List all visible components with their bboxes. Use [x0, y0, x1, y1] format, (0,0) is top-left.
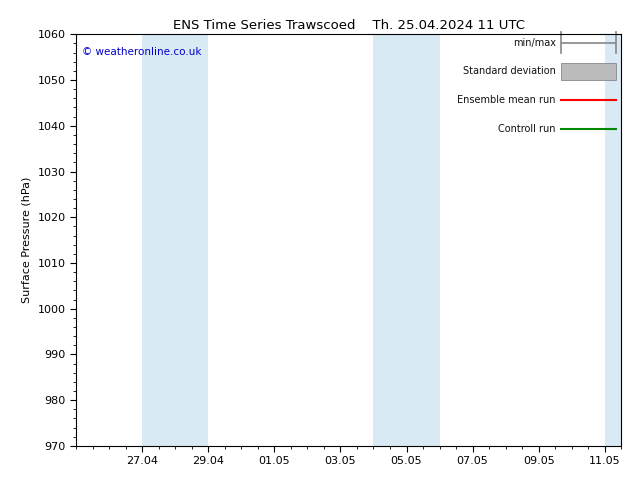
Text: min/max: min/max: [513, 38, 556, 48]
Title: ENS Time Series Trawscoed    Th. 25.04.2024 11 UTC: ENS Time Series Trawscoed Th. 25.04.2024…: [172, 19, 525, 32]
Bar: [605, 34, 621, 446]
Bar: [561, 63, 616, 79]
Text: Controll run: Controll run: [498, 124, 556, 134]
Text: © weatheronline.co.uk: © weatheronline.co.uk: [82, 47, 201, 57]
Y-axis label: Surface Pressure (hPa): Surface Pressure (hPa): [22, 177, 32, 303]
Text: Standard deviation: Standard deviation: [463, 66, 556, 76]
Bar: [373, 34, 439, 446]
Bar: [142, 34, 208, 446]
Text: Ensemble mean run: Ensemble mean run: [457, 95, 556, 105]
